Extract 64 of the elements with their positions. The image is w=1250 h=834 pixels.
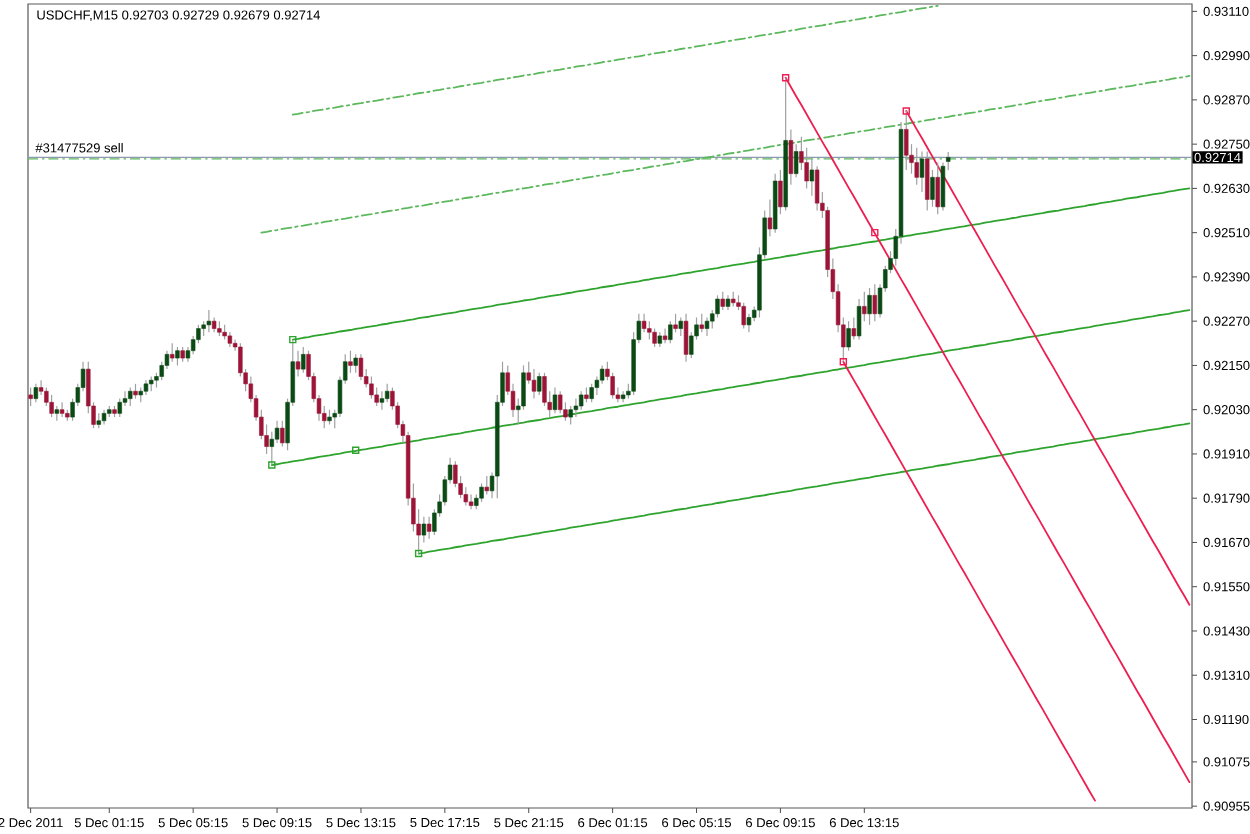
candlestick [867,287,872,326]
candlestick [421,516,427,544]
candlestick [772,173,778,234]
candlestick [531,368,537,400]
candlestick [353,353,358,374]
candlestick [856,298,862,341]
candlestick [862,291,867,322]
candlestick [814,165,820,212]
candlestick [117,398,122,418]
candlestick [904,110,909,171]
candlestick [479,482,484,503]
point [352,446,360,454]
candlestick [935,161,940,215]
candlestick [206,309,212,333]
candlestick [930,169,935,208]
candlestick [59,401,65,418]
candlestick [620,390,626,403]
candlestick [384,383,390,403]
candlestick [348,350,353,374]
candlestick [846,320,851,352]
candlestick [358,353,364,381]
candlestick [537,372,542,396]
candlestick [175,346,180,367]
candlestick [641,313,647,333]
candlestick [49,394,54,418]
candlestick [652,327,657,348]
candlestick [647,320,652,341]
candlestick [33,383,39,403]
candlestick [925,150,930,212]
candlestick [468,493,474,510]
candlestick [767,198,773,237]
candlestick [301,346,306,374]
point [871,228,879,237]
candlestick [484,475,489,496]
candlestick [720,291,725,311]
candlestick [919,150,925,193]
candlestick [673,313,678,333]
candlestick [662,327,668,344]
candlestick [668,320,673,344]
candlestick [678,316,683,337]
candlestick [914,147,919,186]
candlestick [699,313,704,333]
candlestick [280,420,285,448]
candlestick [379,390,385,411]
candlestick [369,375,374,400]
candlestick [851,316,857,341]
candlestick [568,405,573,426]
candlestick [573,398,579,418]
candlestick [552,386,558,414]
candlestick [558,390,563,414]
candlestick [589,383,594,403]
candlestick [872,283,877,322]
candlestick [295,350,301,378]
candlestick [746,313,752,333]
candlestick [704,316,710,337]
candlestick [170,342,175,363]
candlestick [778,169,783,215]
candlestick [683,313,689,363]
candlestick [28,386,33,407]
candlestick [741,302,746,330]
candlestick [128,386,133,407]
candlestick [578,390,584,411]
candlestick [788,128,794,186]
candlestick [426,516,432,540]
